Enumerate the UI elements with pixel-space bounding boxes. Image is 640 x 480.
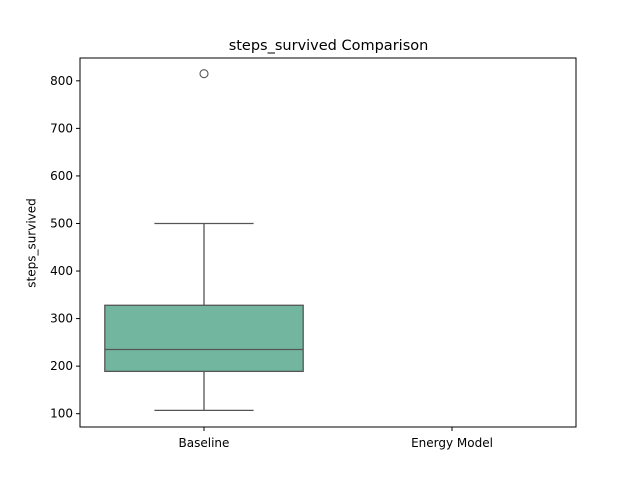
y-tick-label: 500 xyxy=(50,216,73,230)
box-iqr xyxy=(104,304,304,373)
outlier-point xyxy=(199,69,209,79)
y-tick-label: 100 xyxy=(50,407,73,421)
plot-frame xyxy=(79,57,577,428)
y-axis-label: steps_survived xyxy=(25,198,39,288)
y-tick-label: 600 xyxy=(50,169,73,183)
x-tick-label: Baseline xyxy=(179,436,230,450)
chart-title: steps_survived Comparison xyxy=(229,38,429,54)
x-tick-label: Energy Model xyxy=(411,436,493,450)
y-tick-label: 400 xyxy=(50,264,73,278)
y-tick-label: 700 xyxy=(50,121,73,135)
y-tick-label: 300 xyxy=(50,312,73,326)
plot-area: 100 200 300 400 500 600 700 800 Baseline Energy M… xyxy=(50,57,577,450)
y-tick-label: 200 xyxy=(50,359,73,373)
y-tick-label: 800 xyxy=(50,74,73,88)
